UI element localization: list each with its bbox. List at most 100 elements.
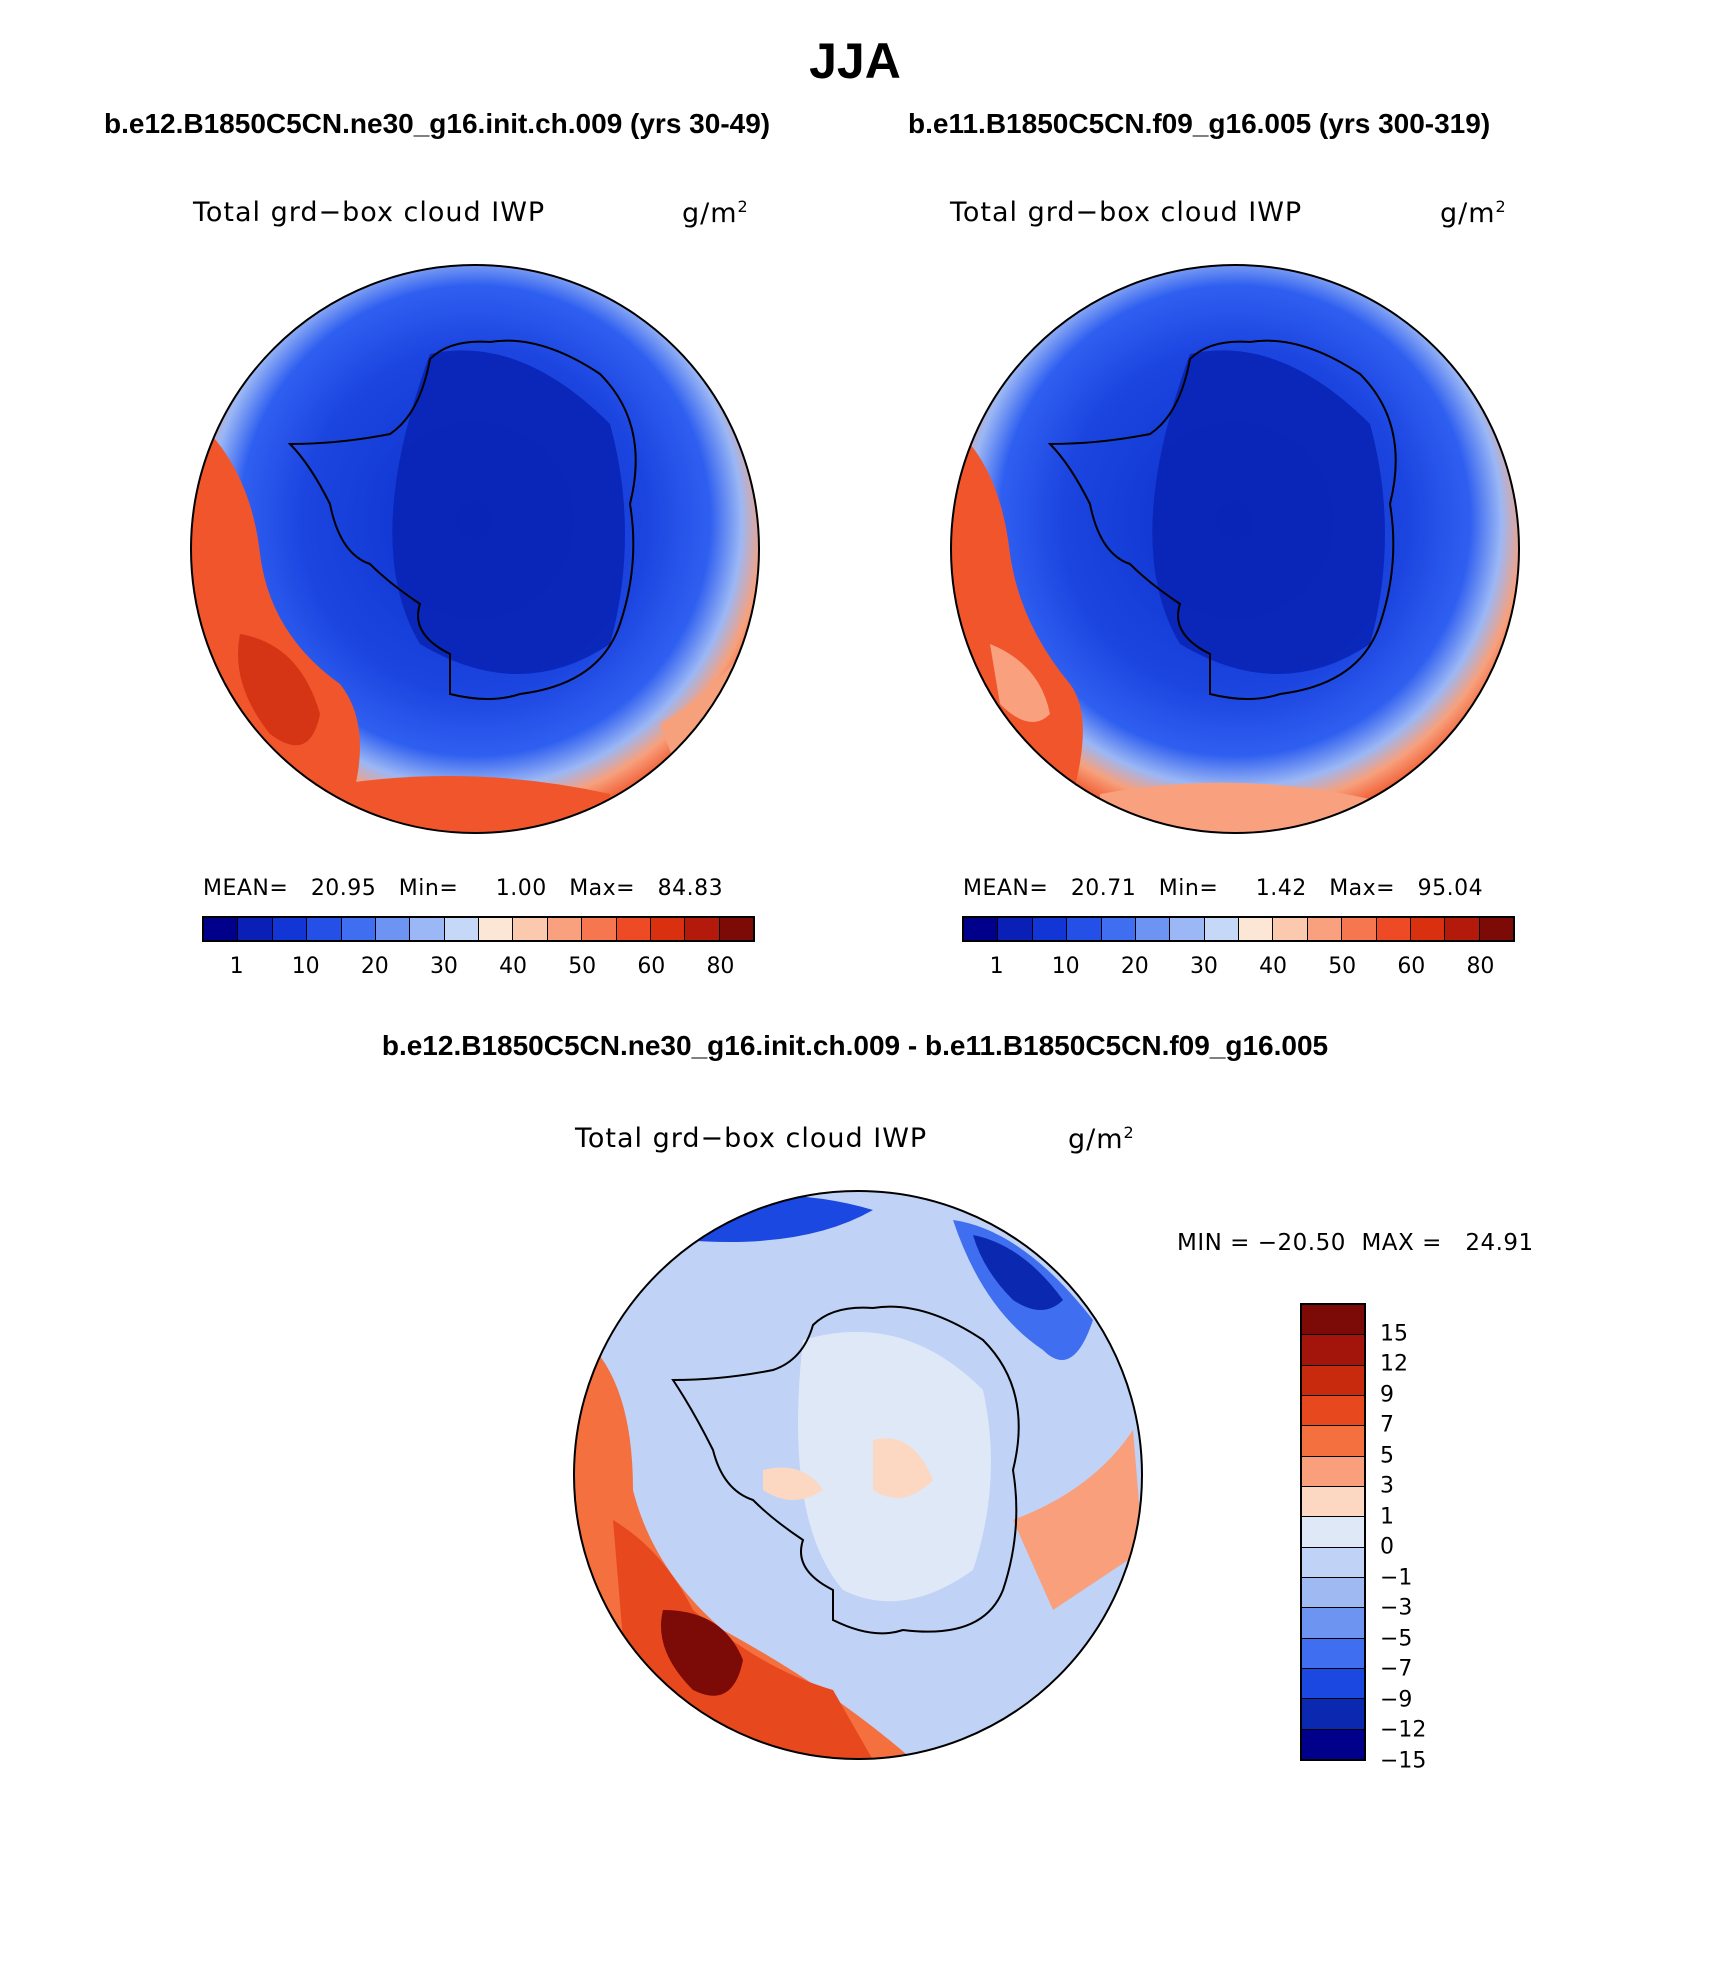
colorbar-swatch bbox=[1479, 918, 1513, 940]
colorbar-tick-label: 30 bbox=[429, 954, 458, 979]
colorbar-tick-label: −9 bbox=[1380, 1687, 1413, 1713]
colorbar-swatch bbox=[582, 918, 617, 940]
colorbar-swatch bbox=[375, 918, 411, 940]
case-title-right: b.e11.B1850C5CN.f09_g16.005 (yrs 300-319… bbox=[908, 108, 1491, 139]
diff-colorbar-ticks: 15 12 9 7 5 3 1 0 −1 −3 −5 −7 −9 −12 −15 bbox=[1380, 1303, 1500, 1773]
colorbar-tick-label: 40 bbox=[1259, 954, 1288, 979]
colorbar-swatch bbox=[410, 918, 445, 940]
colorbar-swatch bbox=[1342, 918, 1377, 940]
colorbar-swatch bbox=[1302, 1486, 1364, 1518]
colorbar-tick-label: −3 bbox=[1380, 1595, 1413, 1621]
colorbar-tick-label: 1 bbox=[229, 954, 244, 979]
colorbar-swatch bbox=[1239, 918, 1274, 940]
diff-unit-label: g/m2 bbox=[1068, 1123, 1135, 1155]
left-unit-label: g/m2 bbox=[682, 197, 749, 229]
diff-minmax: MIN = −20.50 MAX = 24.91 bbox=[1177, 1230, 1534, 1256]
colorbar-swatch bbox=[1307, 918, 1343, 940]
right-colorbar bbox=[962, 916, 1515, 942]
colorbar-swatch bbox=[1302, 1547, 1364, 1578]
colorbar-swatch bbox=[719, 918, 753, 940]
diff-colorbar bbox=[1300, 1303, 1366, 1761]
colorbar-tick-label: 0 bbox=[1380, 1534, 1394, 1560]
colorbar-tick-label: 80 bbox=[1466, 954, 1495, 979]
right-variable-label: Total grd−box cloud IWP bbox=[950, 197, 1303, 228]
diff-variable-label: Total grd−box cloud IWP bbox=[575, 1123, 928, 1154]
colorbar-tick-label: 20 bbox=[360, 954, 389, 979]
colorbar-tick-label: 9 bbox=[1380, 1382, 1394, 1408]
colorbar-tick-label: 3 bbox=[1380, 1473, 1394, 1499]
colorbar-tick-label: 10 bbox=[291, 954, 320, 979]
left-variable-label: Total grd−box cloud IWP bbox=[193, 197, 546, 228]
left-colorbar-ticks: 1 10 20 30 40 50 60 80 bbox=[202, 954, 755, 984]
colorbar-tick-label: −1 bbox=[1380, 1565, 1413, 1591]
colorbar-tick-label: 10 bbox=[1051, 954, 1080, 979]
colorbar-tick-label: 20 bbox=[1120, 954, 1149, 979]
left-colorbar bbox=[202, 916, 755, 942]
colorbar-swatch bbox=[1302, 1729, 1364, 1759]
colorbar-swatch bbox=[1302, 1577, 1364, 1609]
figure-title: JJA bbox=[809, 33, 901, 89]
colorbar-swatch bbox=[513, 918, 548, 940]
right-unit-label: g/m2 bbox=[1440, 197, 1507, 229]
colorbar-swatch bbox=[1302, 1517, 1364, 1548]
colorbar-swatch bbox=[1302, 1638, 1364, 1669]
colorbar-tick-label: −12 bbox=[1380, 1717, 1427, 1743]
colorbar-swatch bbox=[1302, 1456, 1364, 1487]
colorbar-tick-label: 60 bbox=[1397, 954, 1426, 979]
colorbar-swatch bbox=[272, 918, 308, 940]
colorbar-tick-label: 1 bbox=[1380, 1504, 1394, 1530]
colorbar-swatch bbox=[1410, 918, 1446, 940]
colorbar-tick-label: −15 bbox=[1380, 1748, 1427, 1774]
colorbar-swatch bbox=[341, 918, 376, 940]
colorbar-swatch bbox=[616, 918, 651, 940]
colorbar-swatch bbox=[650, 918, 686, 940]
colorbar-tick-label: 7 bbox=[1380, 1412, 1394, 1438]
colorbar-tick-label: 12 bbox=[1380, 1351, 1408, 1377]
right-polar-map bbox=[950, 264, 1520, 834]
colorbar-swatch bbox=[1302, 1608, 1364, 1639]
colorbar-swatch bbox=[1302, 1395, 1364, 1427]
colorbar-swatch bbox=[685, 918, 720, 940]
colorbar-swatch bbox=[444, 918, 479, 940]
colorbar-swatch bbox=[204, 918, 239, 940]
colorbar-tick-label: −5 bbox=[1380, 1626, 1413, 1652]
colorbar-swatch bbox=[1101, 918, 1136, 940]
colorbar-swatch bbox=[307, 918, 342, 940]
colorbar-tick-label: 50 bbox=[568, 954, 597, 979]
colorbar-swatch bbox=[1302, 1335, 1364, 1366]
difference-polar-map bbox=[573, 1190, 1143, 1760]
colorbar-swatch bbox=[1445, 918, 1480, 940]
left-stats: MEAN= 20.95 Min= 1.00 Max= 84.83 bbox=[203, 876, 724, 901]
colorbar-swatch bbox=[1302, 1668, 1364, 1700]
colorbar-swatch bbox=[1135, 918, 1171, 940]
right-stats: MEAN= 20.71 Min= 1.42 Max= 95.04 bbox=[963, 876, 1484, 901]
colorbar-tick-label: 15 bbox=[1380, 1321, 1408, 1347]
colorbar-swatch bbox=[1067, 918, 1102, 940]
colorbar-tick-label: 40 bbox=[499, 954, 528, 979]
right-colorbar-ticks: 1 10 20 30 40 50 60 80 bbox=[962, 954, 1515, 984]
colorbar-swatch bbox=[1032, 918, 1068, 940]
colorbar-tick-label: 60 bbox=[637, 954, 666, 979]
colorbar-swatch bbox=[1302, 1699, 1364, 1730]
case-title-left: b.e12.B1850C5CN.ne30_g16.init.ch.009 (yr… bbox=[104, 108, 771, 139]
colorbar-swatch bbox=[1302, 1426, 1364, 1457]
colorbar-swatch bbox=[998, 918, 1033, 940]
left-polar-map bbox=[190, 264, 760, 834]
colorbar-swatch bbox=[1204, 918, 1239, 940]
colorbar-swatch bbox=[964, 918, 999, 940]
colorbar-tick-label: −7 bbox=[1380, 1656, 1413, 1682]
colorbar-swatch bbox=[1302, 1305, 1364, 1336]
colorbar-tick-label: 80 bbox=[706, 954, 735, 979]
colorbar-tick-label: 30 bbox=[1189, 954, 1218, 979]
colorbar-tick-label: 50 bbox=[1328, 954, 1357, 979]
difference-title: b.e12.B1850C5CN.ne30_g16.init.ch.009 - b… bbox=[381, 1030, 1329, 1061]
colorbar-tick-label: 1 bbox=[989, 954, 1004, 979]
colorbar-swatch bbox=[1273, 918, 1308, 940]
colorbar-swatch bbox=[479, 918, 514, 940]
colorbar-swatch bbox=[547, 918, 583, 940]
colorbar-swatch bbox=[1302, 1365, 1364, 1396]
colorbar-swatch bbox=[1170, 918, 1205, 940]
colorbar-swatch bbox=[1376, 918, 1411, 940]
colorbar-swatch bbox=[238, 918, 273, 940]
colorbar-tick-label: 5 bbox=[1380, 1443, 1394, 1469]
